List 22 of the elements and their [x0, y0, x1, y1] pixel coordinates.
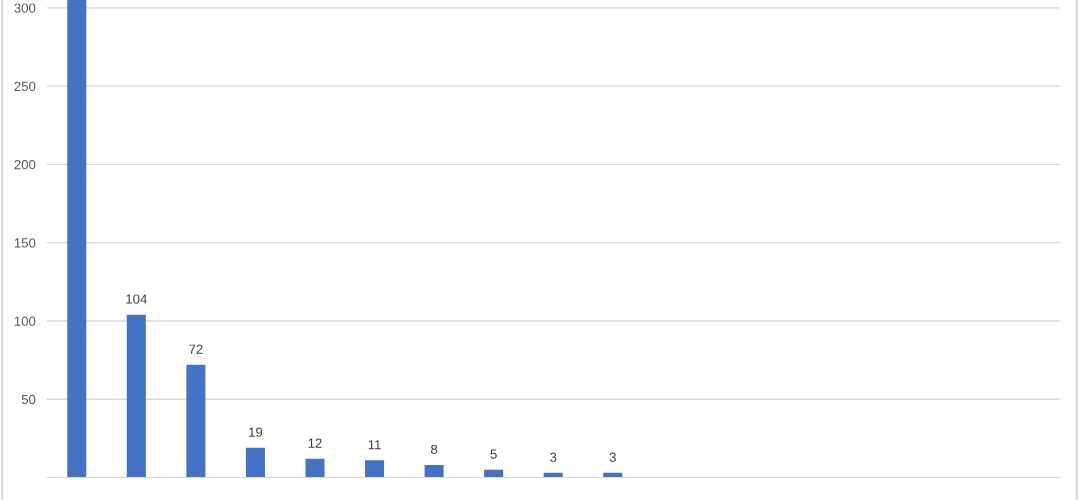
data-label: 8 [431, 444, 438, 455]
data-label: 3 [550, 452, 557, 462]
data-label: 3 [609, 452, 616, 462]
bar [186, 364, 206, 478]
y-tick-label: 100 [14, 316, 36, 326]
y-tick-label: 150 [14, 238, 36, 248]
data-label: 72 [189, 344, 203, 354]
bar [305, 458, 325, 478]
bar [365, 460, 385, 478]
data-label: 11 [368, 440, 381, 450]
data-label: 19 [249, 427, 263, 437]
data-label: 104 [126, 294, 147, 304]
y-tick-label: 200 [14, 159, 36, 170]
bar [126, 314, 146, 478]
y-tick-label: 250 [14, 81, 36, 92]
bar [245, 447, 265, 478]
bar [424, 464, 444, 478]
bar [67, 0, 87, 478]
y-tick-label: 50 [21, 394, 36, 405]
data-label: 12 [308, 438, 322, 448]
y-tick-label: 300 [14, 3, 36, 13]
data-label: 5 [490, 449, 497, 459]
